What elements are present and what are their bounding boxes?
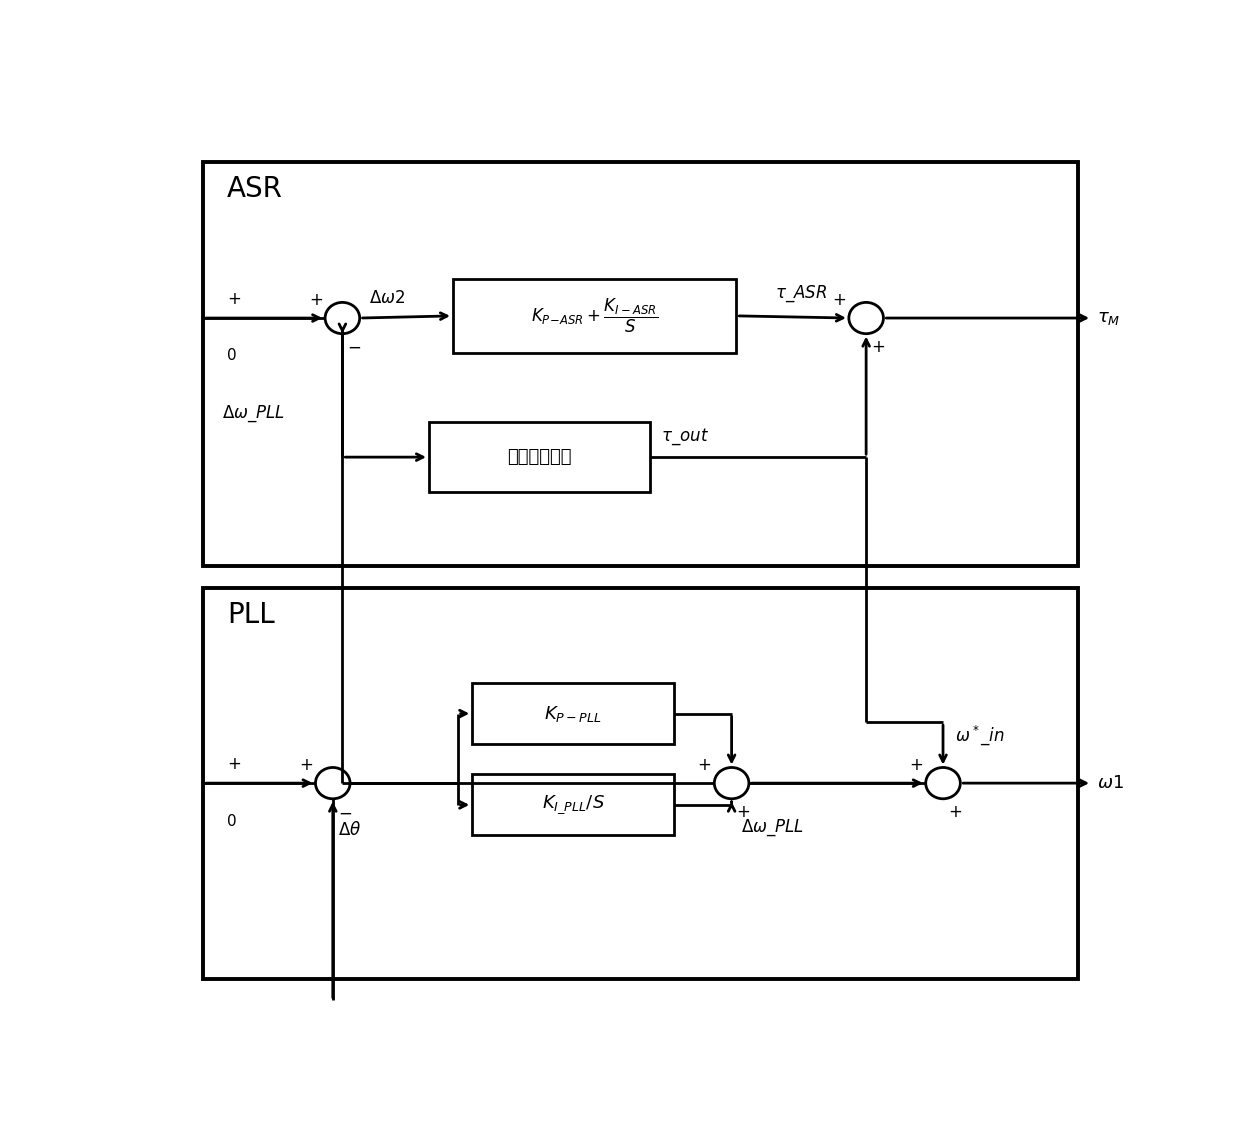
Text: $\tau\_ASR$: $\tau\_ASR$ [775, 283, 827, 304]
Text: $\Delta\theta$: $\Delta\theta$ [337, 821, 361, 839]
Text: PLL: PLL [227, 601, 275, 629]
Text: +: + [737, 803, 750, 821]
Bar [472, 683, 675, 744]
Text: 0: 0 [227, 349, 237, 364]
Bar [203, 587, 1078, 979]
Text: +: + [227, 754, 241, 772]
Bar [472, 774, 675, 835]
Text: 力矩补偿算法: 力矩补偿算法 [507, 448, 572, 466]
Text: +: + [909, 756, 923, 774]
Text: $\Delta\omega\_PLL$: $\Delta\omega\_PLL$ [742, 817, 805, 839]
Bar [453, 279, 737, 352]
Text: $\omega^*\_in$: $\omega^*\_in$ [955, 723, 1004, 746]
Text: +: + [698, 756, 712, 774]
Text: +: + [947, 803, 962, 821]
Bar [429, 422, 650, 492]
Text: $\Delta\omega2$: $\Delta\omega2$ [370, 289, 405, 307]
Text: $K_{P-PLL}$: $K_{P-PLL}$ [544, 703, 601, 724]
Text: 0: 0 [227, 814, 237, 829]
Text: $\tau_M$: $\tau_M$ [1097, 309, 1120, 327]
Text: $K_{P\!-\!ASR}+\dfrac{K_{I-ASR}}{S}$: $K_{P\!-\!ASR}+\dfrac{K_{I-ASR}}{S}$ [531, 297, 658, 335]
Text: +: + [227, 290, 241, 307]
Text: $\omega1$: $\omega1$ [1097, 774, 1123, 793]
Text: ASR: ASR [227, 175, 283, 202]
Text: $-$: $-$ [337, 803, 352, 821]
Text: $-$: $-$ [347, 338, 361, 356]
Text: $K_{I\_PLL}/S$: $K_{I\_PLL}/S$ [542, 794, 604, 816]
Text: +: + [309, 291, 324, 309]
Text: +: + [870, 338, 885, 356]
Text: $\tau\_out$: $\tau\_out$ [661, 426, 709, 447]
Text: +: + [832, 291, 846, 309]
Text: +: + [300, 756, 314, 774]
Text: $\Delta\omega\_PLL$: $\Delta\omega\_PLL$ [222, 403, 285, 423]
Bar [203, 161, 1078, 566]
